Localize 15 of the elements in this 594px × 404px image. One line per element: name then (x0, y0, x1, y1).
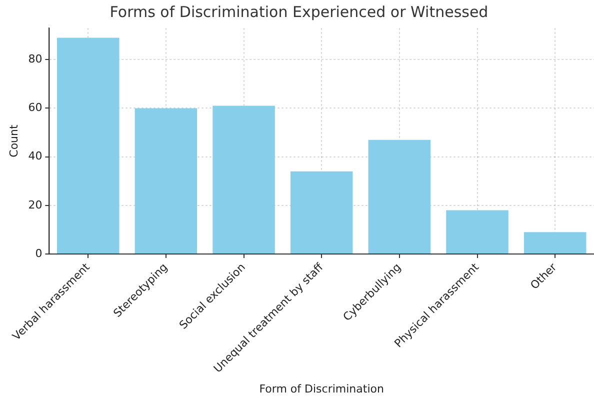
x-axis-title: Form of Discrimination (259, 382, 384, 396)
y-tick-label: 80 (28, 52, 42, 66)
bar (290, 171, 353, 254)
bar (524, 232, 586, 254)
bar (446, 210, 508, 254)
chart-title: Forms of Discrimination Experienced or Witnessed (110, 2, 488, 21)
bar (134, 108, 198, 254)
y-tick-label: 60 (28, 101, 42, 114)
y-axis-title: Count (7, 124, 20, 158)
bar (56, 38, 120, 254)
y-tick-label: 20 (28, 198, 42, 212)
bar (212, 106, 275, 254)
y-tick-label: 0 (35, 246, 42, 260)
y-tick-label: 40 (28, 150, 42, 163)
bar (368, 140, 431, 254)
